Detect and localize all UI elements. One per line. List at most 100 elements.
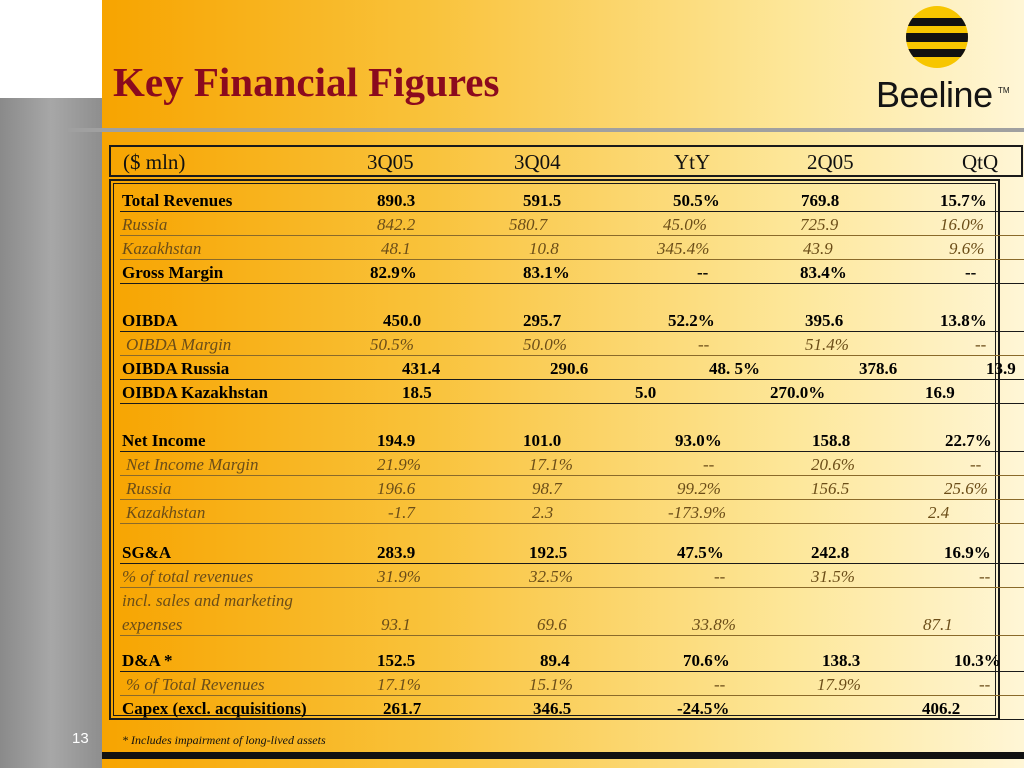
beeline-logo: Beeline TM [868, 4, 1018, 116]
row-label: incl. sales and marketing [122, 591, 293, 610]
cell-3q04: 10.8 [529, 239, 559, 258]
cell-2q05: 43.9 [803, 239, 833, 258]
cell-3q05: 196.6 [377, 479, 416, 498]
cell-2q05: 20.6% [811, 455, 855, 474]
cell-yty: 99.2% [677, 479, 721, 498]
cell-2q05: 725.9 [800, 215, 839, 234]
cell-3q05: 82.9% [370, 263, 417, 282]
row-label: Kazakhstan [126, 503, 206, 522]
slide-number: 13 [72, 730, 89, 747]
cell-3q05: 890.3 [377, 191, 416, 210]
row-label: Russia [126, 479, 172, 498]
row-label: % of Total Revenues [126, 675, 265, 694]
cell-3q04: 192.5 [529, 543, 568, 562]
cell-yty: 33.8% [692, 615, 736, 634]
table-row: Kazakhstan 48.1 10.8 345.4% 43.9 9.6% [120, 237, 1024, 260]
row-label: Capex (excl. acquisitions) [122, 699, 307, 718]
cell-2q05: 16.9 [925, 383, 955, 402]
cell-yty: -- [698, 335, 710, 354]
table-row: Russia 196.6 98.7 99.2% 156.5 25.6% [120, 477, 1024, 500]
row-label: OIBDA Russia [122, 359, 230, 378]
row-label: D&A * [122, 651, 173, 670]
cell-3q05: 21.9% [377, 455, 421, 474]
cell-yty: -- [697, 263, 709, 282]
cell-3q04: 591.5 [523, 191, 562, 210]
cell-2q05: 378.6 [859, 359, 898, 378]
cell-3q05: 842.2 [377, 215, 416, 234]
cell-2q05: 769.8 [801, 191, 840, 210]
cell-yty: 52.2% [668, 311, 715, 330]
cell-qtq: 9.6% [949, 239, 985, 258]
cell-3q04: 50.0% [523, 335, 567, 354]
table-row: OIBDA 450.0 295.7 52.2% 395.6 13.8% [120, 309, 1024, 332]
cell-3q04: 69.6 [537, 615, 567, 634]
cell-3q04: 295.7 [523, 311, 562, 330]
cell-3q05: 261.7 [383, 699, 422, 718]
row-label: Gross Margin [122, 263, 224, 282]
cell-3q04: 290.6 [550, 359, 589, 378]
cell-3q05: 50.5% [370, 335, 414, 354]
cell-3q04: 17.1% [529, 455, 573, 474]
cell-2q05: 406.2 [922, 699, 961, 718]
cell-2q05: 156.5 [811, 479, 850, 498]
cell-3q05: 31.9% [377, 567, 421, 586]
header-3q04: 3Q04 [514, 150, 561, 174]
cell-2q05: 31.5% [811, 567, 855, 586]
cell-2q05: 138.3 [822, 651, 861, 670]
table-inner-frame [113, 183, 996, 716]
cell-yty: 50.5% [673, 191, 720, 210]
table-row: OIBDA Russia 431.4 290.6 48. 5% 378.6 13… [120, 357, 1024, 380]
cell-3q04: 346.5 [533, 699, 572, 718]
cell-3q04: 83.1% [523, 263, 570, 282]
cell-2q05: 2.4 [928, 503, 950, 522]
table-row: Capex (excl. acquisitions) 261.7 346.5 -… [120, 697, 1024, 720]
row-label: Net Income Margin [126, 455, 259, 474]
bottom-bar [102, 752, 1024, 759]
table-row: % of Total Revenues 17.1% 15.1% -- 17.9%… [120, 673, 1024, 696]
table-row: incl. sales and marketing [120, 589, 1024, 611]
row-label: Russia [122, 215, 168, 234]
table-row: SG&A 283.9 192.5 47.5% 242.8 16.9% [120, 541, 1024, 564]
table-row: Total Revenues 890.3 591.5 50.5% 769.8 1… [120, 189, 1024, 212]
cell-qtq: 25.6% [944, 479, 988, 498]
cell-3q05: 93.1 [381, 615, 411, 634]
left-white-panel [0, 0, 102, 98]
table-header-frame [109, 145, 1023, 177]
footnote: * Includes impairment of long-lived asse… [122, 733, 326, 747]
cell-qtq: -- [979, 675, 991, 694]
cell-yty: 93.0% [675, 431, 722, 450]
cell-yty: -- [703, 455, 715, 474]
cell-3q04: 2.3 [532, 503, 554, 522]
cell-yty: -173.9% [668, 503, 727, 522]
cell-yty: -- [714, 567, 726, 586]
cell-3q04: 98.7 [532, 479, 562, 498]
cell-2q05: 83.4% [800, 263, 847, 282]
header-unit: ($ mln) [123, 150, 186, 174]
title-divider [68, 128, 1024, 132]
cell-3q05: 431.4 [402, 359, 441, 378]
row-label: % of total revenues [122, 567, 254, 586]
cell-yty: -24.5% [677, 699, 730, 718]
cell-3q04: 580.7 [509, 215, 548, 234]
cell-3q05: 17.1% [377, 675, 421, 694]
header-2q05: 2Q05 [807, 150, 854, 174]
cell-2q05: 395.6 [805, 311, 844, 330]
table-row: Net Income 194.9 101.0 93.0% 158.8 22.7% [120, 429, 1024, 452]
cell-3q05: 194.9 [377, 431, 416, 450]
table-row: OIBDA Margin 50.5% 50.0% -- 51.4% -- [120, 333, 1024, 356]
row-label: Kazakhstan [122, 239, 202, 258]
cell-qtq: -- [970, 455, 982, 474]
cell-qtq: 13.9 [986, 359, 1016, 378]
cell-yty: 45.0% [663, 215, 707, 234]
cell-yty: -- [714, 675, 726, 694]
header-3q05: 3Q05 [367, 150, 414, 174]
logo-wordmark: Beeline [876, 74, 993, 115]
row-label: expenses [122, 615, 183, 634]
table-row: Russia 842.2 580.7 45.0% 725.9 16.0% [120, 213, 1024, 236]
cell-3q04: 101.0 [523, 431, 562, 450]
left-gray-panel [0, 98, 102, 768]
cell-qtq: -- [965, 263, 977, 282]
cell-qtq: 16.0% [940, 215, 984, 234]
table-row: OIBDA Kazakhstan 18.5 5.0 270.0% 16.9 [120, 381, 1024, 404]
cell-2q05: 158.8 [812, 431, 851, 450]
